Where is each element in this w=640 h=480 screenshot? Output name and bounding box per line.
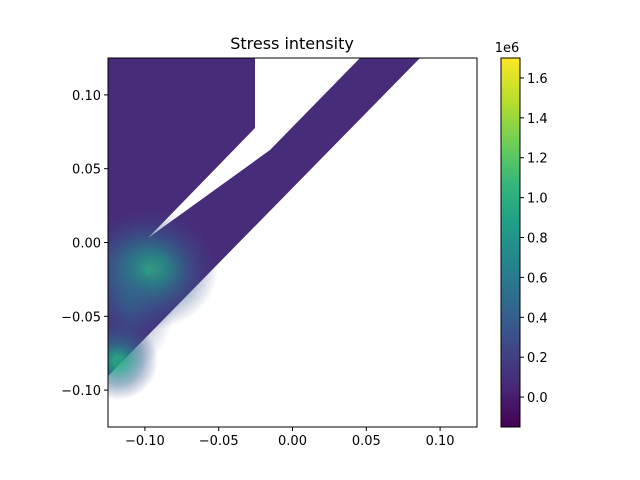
plot-area — [108, 58, 420, 400]
colorbar-tick-label: 0.4 — [527, 311, 548, 326]
x-tick-label: 0.00 — [278, 434, 307, 449]
x-tick-label: 0.05 — [352, 434, 381, 449]
chart-title: Stress intensity — [230, 34, 354, 53]
x-tick-label: 0.10 — [426, 434, 455, 449]
colorbar-ticks: 0.0 0.2 0.4 0.6 0.8 1.0 1.2 1.4 1.6 — [520, 72, 548, 406]
colorbar-tick-label: 0.0 — [527, 391, 548, 406]
x-tick-label: −0.10 — [125, 434, 165, 449]
stress-field-gradient — [108, 230, 175, 370]
stress-field-web-region — [108, 58, 148, 238]
stress-hotspot — [144, 269, 151, 276]
colorbar-tick-label: 0.6 — [527, 271, 548, 286]
y-axis: 0.10 0.05 0.00 −0.05 −0.10 — [61, 89, 108, 399]
hotspots-group — [115, 269, 151, 364]
x-axis: −0.10 −0.05 0.00 0.05 0.10 — [125, 427, 455, 449]
x-tick-label: −0.05 — [199, 434, 239, 449]
y-tick-label: 0.10 — [72, 89, 101, 104]
colorbar-multiplier-label: 1e6 — [495, 41, 520, 56]
y-tick-label: −0.05 — [61, 310, 101, 325]
stress-field-upper-region — [108, 58, 255, 238]
stress-hotspot — [115, 357, 122, 364]
y-tick-label: 0.00 — [72, 237, 101, 252]
y-tick-label: −0.10 — [61, 384, 101, 399]
colorbar — [500, 57, 521, 428]
colorbar-tick-label: 1.2 — [527, 152, 548, 167]
colorbar-tick-label: 0.2 — [527, 351, 548, 366]
y-tick-label: 0.05 — [72, 163, 101, 178]
colorbar-tick-label: 0.8 — [527, 232, 548, 247]
colorbar-tick-label: 1.6 — [527, 72, 548, 87]
colorbar-tick-label: 1.0 — [527, 192, 548, 207]
colorbar-tick-label: 1.4 — [527, 112, 548, 127]
